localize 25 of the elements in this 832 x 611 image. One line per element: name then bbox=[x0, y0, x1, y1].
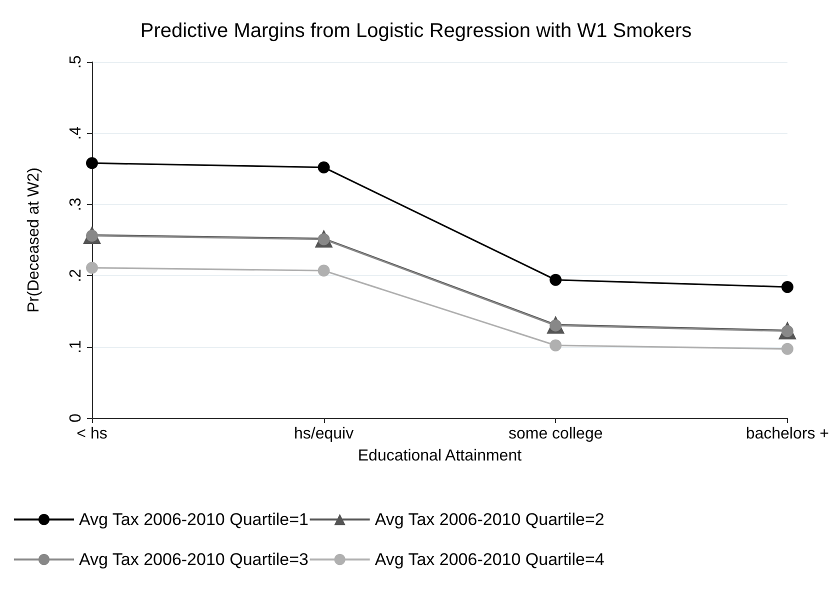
point bbox=[86, 157, 98, 170]
x-tick-label: hs/equiv bbox=[294, 426, 354, 442]
y-axis-title: Pr(Deceased at W2) bbox=[26, 168, 42, 312]
point bbox=[318, 264, 330, 277]
y-tick-label: .5 bbox=[68, 55, 84, 69]
chart-title: Predictive Margins from Logistic Regression with W1 Smokers bbox=[140, 20, 692, 42]
legend-label: Avg Tax 2006-2010 Quartile=1 bbox=[79, 510, 309, 529]
legend-label: Avg Tax 2006-2010 Quartile=4 bbox=[374, 550, 604, 569]
point bbox=[781, 342, 794, 355]
point bbox=[550, 339, 562, 352]
point bbox=[86, 262, 98, 274]
x-axis-title: Educational Attainment bbox=[358, 448, 522, 464]
x-tick-label: < hs bbox=[76, 426, 108, 442]
y-tick-label: .3 bbox=[68, 198, 84, 212]
point bbox=[550, 274, 562, 286]
x-tick-label: bachelors + bbox=[746, 426, 830, 442]
y-tick-label: .4 bbox=[68, 126, 84, 140]
y-tick-label: .1 bbox=[68, 340, 84, 354]
x-tick-label: some college bbox=[508, 426, 603, 442]
y-tick-label: 0 bbox=[68, 413, 84, 422]
point bbox=[781, 280, 794, 293]
y-tick-label: .2 bbox=[68, 268, 84, 282]
point bbox=[318, 161, 330, 174]
legend-label: Avg Tax 2006-2010 Quartile=2 bbox=[374, 510, 604, 529]
legend-label: Avg Tax 2006-2010 Quartile=3 bbox=[79, 550, 309, 569]
